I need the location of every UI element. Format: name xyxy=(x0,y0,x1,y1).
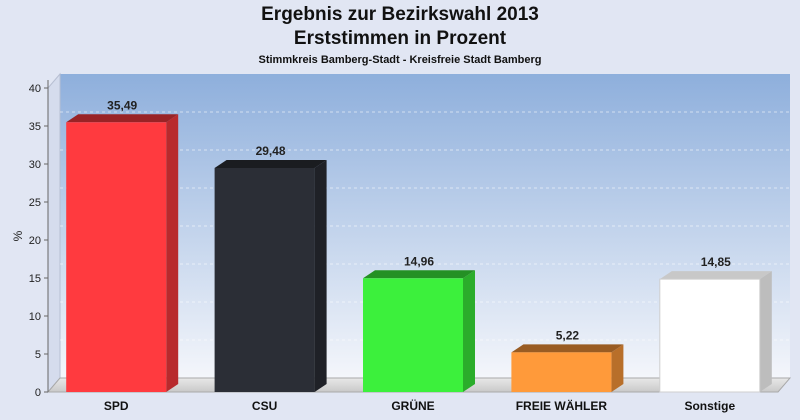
bar xyxy=(214,167,315,392)
bar xyxy=(659,278,761,393)
y-tick-label: 15 xyxy=(29,273,41,285)
bar xyxy=(66,122,167,392)
bar xyxy=(363,278,463,392)
y-tick-label: 30 xyxy=(29,159,41,171)
y-axis-label: % xyxy=(11,230,25,241)
bar-side xyxy=(166,114,179,392)
chart-subtitle: Erststimmen in Prozent xyxy=(293,28,507,49)
plot-side-wall xyxy=(47,72,61,394)
y-tick-label: 35 xyxy=(29,121,41,133)
x-tick-label: SPD xyxy=(104,399,129,413)
data-label: 14,85 xyxy=(701,255,731,269)
y-tick-label: 5 xyxy=(35,349,41,361)
x-tick-label: CSU xyxy=(252,399,277,413)
bar-side xyxy=(463,270,475,392)
x-tick-label: GRÜNE xyxy=(391,398,434,413)
x-tick-label: Sonstige xyxy=(684,399,735,413)
y-tick-label: 10 xyxy=(29,311,41,323)
y-tick-label: 0 xyxy=(35,387,41,399)
y-tick-label: 25 xyxy=(29,197,41,209)
bar-top xyxy=(511,344,624,353)
data-label: 5,22 xyxy=(556,328,580,342)
x-tick-label: FREIE WÄHLER xyxy=(516,398,608,413)
bar-top xyxy=(214,159,327,168)
chart-region-label: Stimmkreis Bamberg-Stadt - Kreisfreie St… xyxy=(258,54,542,66)
y-tick-label: 40 xyxy=(29,83,41,95)
bar-side xyxy=(314,159,327,392)
data-label: 29,48 xyxy=(256,144,286,158)
bar xyxy=(511,352,612,392)
data-label: 14,96 xyxy=(404,254,434,268)
chart-title: Ergebnis zur Bezirkswahl 2013 xyxy=(261,4,539,25)
bar-side xyxy=(611,344,624,392)
bar-top xyxy=(66,114,179,123)
y-tick-label: 20 xyxy=(29,235,41,247)
bar-top xyxy=(659,271,772,280)
bar-top xyxy=(363,270,475,279)
data-label: 35,49 xyxy=(107,98,137,112)
bar-side xyxy=(759,271,772,392)
